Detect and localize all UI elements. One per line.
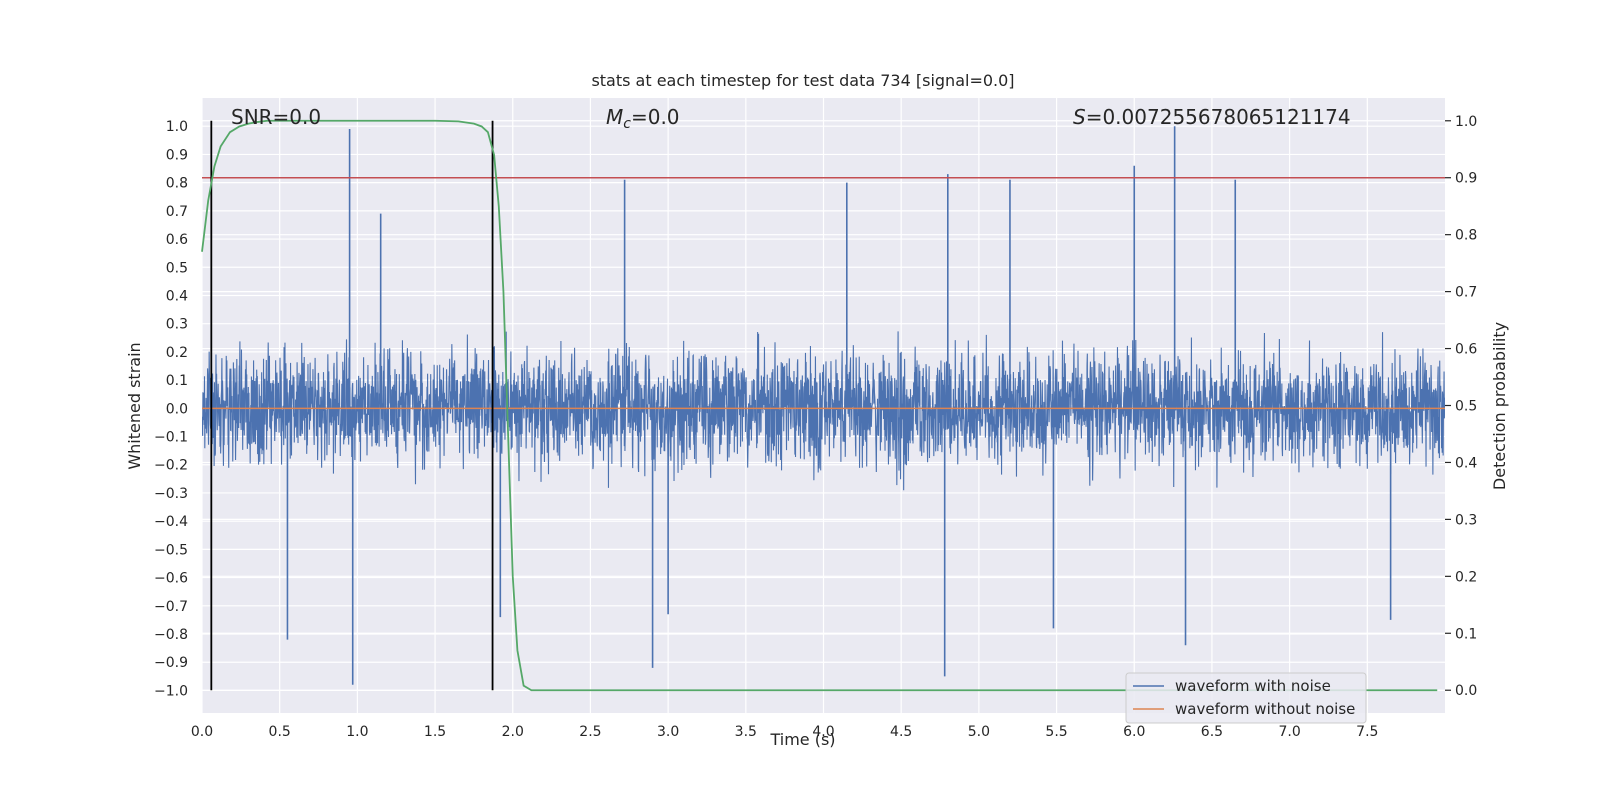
snr-annotation: SNR=0.0 (231, 105, 321, 129)
x-tick-label: 4.5 (890, 724, 912, 740)
y2-axis-ticks: 0.0 0.1 0.2 0.3 0.4 0.5 0.6 0.7 0.8 0.9 1.0 (1445, 114, 1477, 699)
x-axis-ticks: 0.0 0.5 1.0 1.5 2.0 2.5 3.0 3.5 4.0 4.5 5.0 5.5 6.0 6… (191, 724, 1379, 740)
x-tick-label: 1.5 (424, 724, 446, 740)
legend-box (1125, 672, 1367, 724)
x-tick-label: 1.0 (346, 724, 368, 740)
y-tick-label: 1.0 (166, 119, 188, 135)
x-tick-label: 6.0 (1123, 724, 1145, 740)
y-tick-label: 0.9 (166, 147, 188, 163)
y-tick-label: −0.6 (154, 571, 188, 587)
y-tick-label: −1.0 (154, 683, 188, 699)
mc-value: =0.0 (631, 105, 680, 129)
x-tick-label: 3.5 (735, 724, 757, 740)
legend-label-noise: waveform with noise (1175, 677, 1331, 695)
x-tick-label: 6.5 (1201, 724, 1223, 740)
y-tick-label: −0.8 (154, 627, 188, 643)
y-tick-label: 0.4 (166, 288, 188, 304)
x-axis-label: Time (s) (769, 730, 835, 749)
y2-tick-label: 0.7 (1455, 285, 1477, 301)
x-tick-label: 3.0 (657, 724, 679, 740)
x-tick-label: 2.5 (579, 724, 601, 740)
y-tick-label: −0.5 (154, 542, 188, 558)
y-tick-label: 0.1 (166, 373, 188, 389)
y-tick-label: 0.0 (166, 401, 188, 417)
x-tick-label: 0.0 (191, 724, 213, 740)
y2-tick-label: 0.2 (1455, 569, 1477, 585)
y-tick-label: 0.5 (166, 260, 188, 276)
legend-label-clean: waveform without noise (1175, 700, 1355, 718)
y2-tick-label: 1.0 (1455, 114, 1477, 130)
s-value: =0.007255678065121174 (1086, 105, 1351, 129)
y-tick-label: −0.2 (154, 458, 188, 474)
y-tick-label: −0.4 (154, 514, 188, 530)
s-annotation: S=0.007255678065121174 (1073, 105, 1351, 129)
y-tick-label: 0.7 (166, 204, 188, 220)
y-tick-label: 0.6 (166, 232, 188, 248)
y-tick-label: 0.3 (166, 317, 188, 333)
x-tick-label: 0.5 (269, 724, 291, 740)
y-axis-label: Whitened strain (125, 342, 144, 469)
x-tick-label: 5.0 (968, 724, 990, 740)
y-tick-label: −0.1 (154, 430, 188, 446)
y2-tick-label: 0.8 (1455, 228, 1477, 244)
y-tick-label: −0.3 (154, 486, 188, 502)
mc-annotation: Mc=0.0 (606, 105, 680, 132)
x-tick-label: 7.0 (1278, 724, 1300, 740)
y2-tick-label: 0.4 (1455, 455, 1477, 471)
y2-tick-label: 0.9 (1455, 171, 1477, 187)
vertical-markers (210, 120, 494, 691)
chart-title: stats at each timestep for test data 734… (591, 71, 1014, 90)
x-tick-label: 2.0 (502, 724, 524, 740)
x-tick-label: 5.5 (1045, 724, 1067, 740)
y-tick-label: −0.9 (154, 655, 188, 671)
y2-tick-label: 0.6 (1455, 342, 1477, 358)
s-symbol: S (1073, 105, 1086, 129)
x-tick-label: 4.0 (812, 724, 834, 740)
y-tick-label: 0.2 (166, 345, 188, 361)
y-tick-label: −0.7 (154, 599, 188, 615)
y2-tick-label: 0.0 (1455, 683, 1477, 699)
y2-tick-label: 0.5 (1455, 399, 1477, 415)
y-axis-ticks: −1.0 −0.9 −0.8 −0.7 −0.6 −0.5 −0.4 −0.3 −0.2 −0.1… (154, 119, 188, 699)
y2-axis-label: Detection probability (1490, 322, 1509, 490)
mc-subscript: c (623, 116, 631, 132)
mc-symbol: M (606, 105, 623, 129)
y-tick-label: 0.8 (166, 176, 188, 192)
y2-tick-label: 0.1 (1455, 626, 1477, 642)
x-tick-label: 7.5 (1356, 724, 1378, 740)
y2-tick-label: 0.3 (1455, 512, 1477, 528)
legend: waveform with noise waveform without noi… (1125, 672, 1367, 724)
detection-probability-line (201, 119, 1438, 692)
